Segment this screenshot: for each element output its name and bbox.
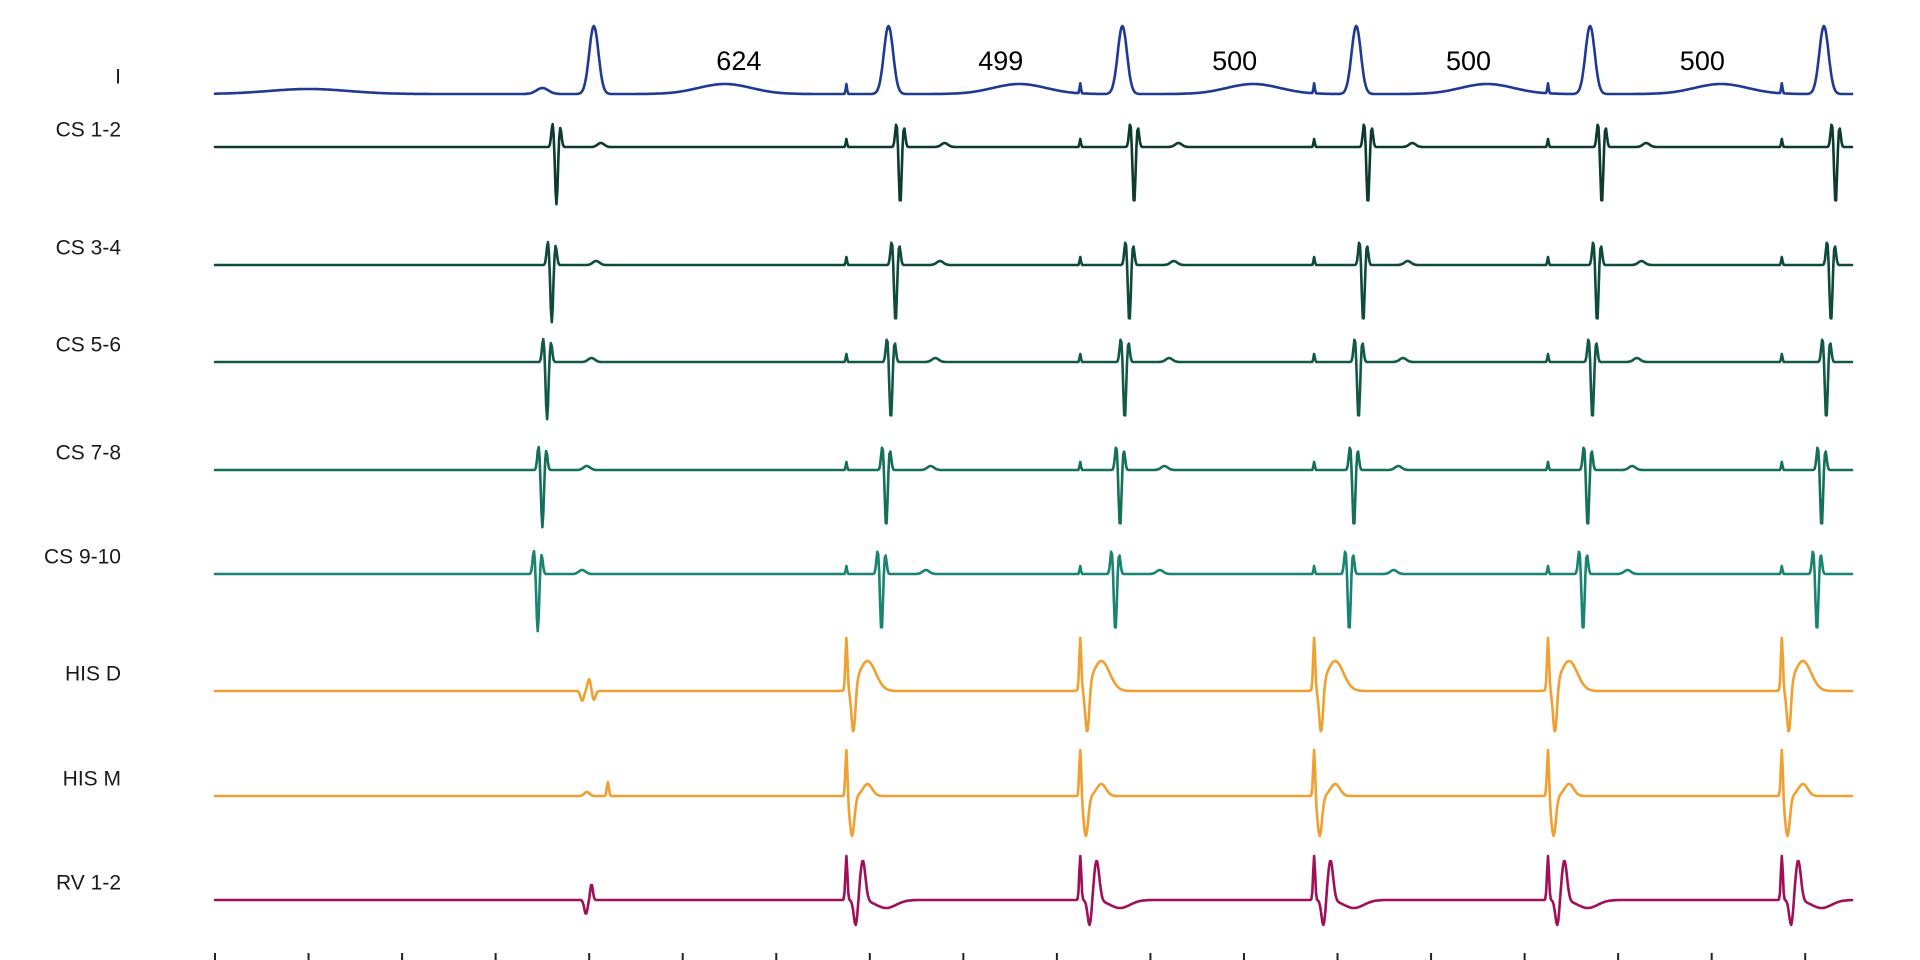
trace-his-d xyxy=(213,636,1854,733)
lead-label-cs-9-10: CS 9-10 xyxy=(44,546,121,569)
lead-label-cs-5-6: CS 5-6 xyxy=(56,334,121,357)
interval-label-2: 500 xyxy=(1212,46,1257,76)
lead-traces xyxy=(213,24,1854,927)
trace-cs-5-6 xyxy=(213,337,1854,421)
time-axis-ticks xyxy=(214,953,1807,960)
interval-label-4: 500 xyxy=(1680,46,1725,76)
trace-his-m xyxy=(213,748,1854,838)
trace-cs-1-2 xyxy=(213,122,1854,206)
interval-labels: 624 499 500 500 500 xyxy=(716,46,1725,76)
interval-label-3: 500 xyxy=(1446,46,1491,76)
lead-label-his-d: HIS D xyxy=(65,663,121,686)
trace-rv-1-2 xyxy=(213,854,1854,927)
lead-label-cs-7-8: CS 7-8 xyxy=(56,442,121,465)
interval-label-0: 624 xyxy=(716,46,761,76)
trace-cs-7-8 xyxy=(213,445,1854,529)
interval-label-1: 499 xyxy=(978,46,1023,76)
lead-label-rv-1-2: RV 1-2 xyxy=(56,872,121,895)
lead-label-i: I xyxy=(115,66,121,89)
trace-cs-3-4 xyxy=(213,240,1854,324)
lead-label-cs-3-4: CS 3-4 xyxy=(56,237,122,260)
trace-cs-9-10 xyxy=(213,549,1854,633)
lead-label-his-m: HIS M xyxy=(63,768,121,791)
lead-label-cs-1-2: CS 1-2 xyxy=(56,119,121,142)
trace-i xyxy=(213,24,1854,96)
lead-labels: I CS 1-2 CS 3-4 CS 5-6 CS 7-8 CS 9-10 HIS D HIS… xyxy=(44,66,121,895)
